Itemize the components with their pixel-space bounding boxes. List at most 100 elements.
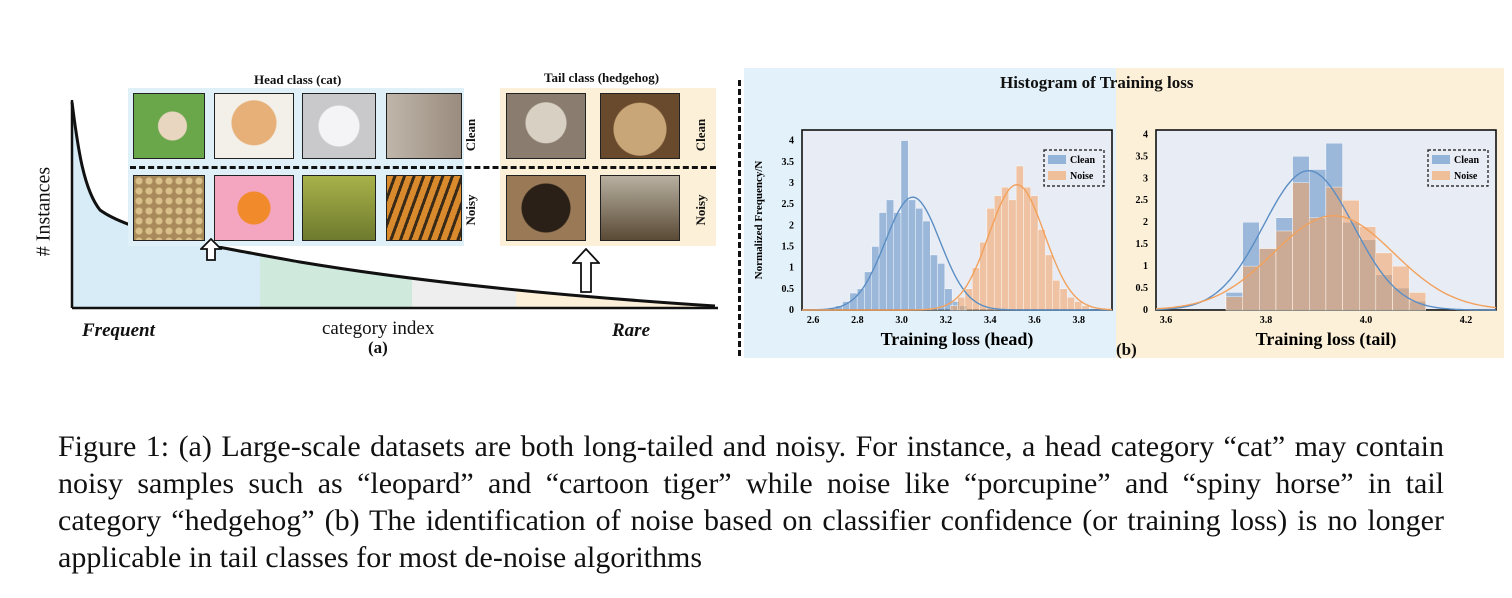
x-tick-label: 2.6 [807,315,820,326]
bar-clean [900,140,909,311]
y-tick-label: 2.5 [1136,195,1149,206]
tail-arrow-icon [572,248,600,293]
bar-clean [930,254,938,311]
thumb-cat-face [214,93,294,159]
legend-label-clean: Clean [1454,155,1479,166]
thumb-tiger [386,175,462,241]
y-axis-label: # Instances [32,166,55,257]
curve-clean [802,196,1112,311]
x-tick-label: 3.0 [895,315,908,326]
x-label-frequent: Frequent [82,320,155,341]
head-noisy-label: Noisy [463,194,478,226]
thumb-spiny-horse [600,175,680,241]
head-arrow-icon [200,238,222,261]
bar-noise [1045,254,1053,311]
x-tick-label: 3.2 [940,315,953,326]
bar-noise [1375,252,1393,311]
y-tick-label: 1.5 [1136,239,1149,250]
x-tick-label: 3.4 [984,315,997,326]
curve-noise [1155,214,1497,310]
bar-clean [871,246,880,311]
bar-noise [1225,296,1243,311]
y-tick-label: 0.5 [782,284,795,295]
bar-clean [915,208,924,311]
y-tick-label: 3.5 [1136,151,1149,162]
curve-noise [802,183,1113,311]
panel-b-label: (b) [1116,340,1137,359]
tail-class-title: Tail class (hedgehog) [544,70,660,85]
curve-clean [1155,169,1496,311]
legend-label-clean: Clean [1070,155,1095,166]
y-tick-label: 2 [789,220,794,231]
x-axis-label: Training loss (tail) [1256,329,1397,350]
bar-noise [1001,186,1010,311]
y-tick-label: 0 [1143,305,1148,316]
y-tick-label: 2.5 [782,199,795,210]
y-tick-label: 0 [789,305,794,316]
panel-divider [738,80,741,356]
legend-swatch-clean [1048,155,1066,164]
legend-box [1427,149,1489,187]
x-tick-label: 4.2 [1460,315,1473,326]
x-tick-label: 3.8 [1260,315,1273,326]
bar-noise [1359,226,1377,311]
thumb-porcupine [506,175,586,241]
x-tick-label: 3.6 [1160,315,1173,326]
x-label-category-index: category index [322,318,435,339]
legend-swatch-noise [1432,171,1450,180]
panel-a-label: (a) [368,338,388,357]
histogram-head: 0 0.5 1 1.5 2 2.5 3 3.5 4 2.6 2.8 3.0 3.2 3.4 3.6 3.8 Tr… [753,129,1113,350]
y-tick-label: 1 [1143,261,1148,272]
y-axis-label: Normalized Frequency/N [753,161,765,280]
x-axis-label: Training loss (head) [881,329,1034,350]
x-label-rare: Rare [612,320,650,341]
panel-b: Histogram of Training loss (b) 0 0.5 1 1.5 2… [744,68,1504,359]
bar-noise [1067,297,1075,311]
y-tick-label: 0.5 [1136,283,1149,294]
head-clean-label: Clean [463,118,478,152]
bar-noise [1074,301,1083,311]
bar-clean [893,212,902,311]
thumb-hedgehog-in-cup [506,93,586,159]
head-class-title: Head class (cat) [254,72,342,87]
x-tick-label: 3.8 [1073,315,1086,326]
histogram-title: Histogram of Training loss [1000,73,1194,92]
figure-caption: Figure 1: (a) Large-scale datasets are b… [58,430,1444,574]
bar-noise [1325,186,1343,311]
bar-noise [1342,200,1360,311]
bar-noise [993,195,1002,311]
y-tick-label: 3 [789,178,794,189]
thumb-leopard [133,175,205,241]
bar-clean [886,199,894,311]
tail-noisy-label: Noisy [693,194,708,226]
x-tick-label: 2.8 [851,315,864,326]
y-tick-label: 1 [789,263,794,274]
y-tick-label: 4 [789,136,794,147]
bar-noise [1052,280,1061,311]
bar-noise [1392,265,1410,311]
bar-clean [864,271,872,311]
clean-noisy-divider [130,166,716,169]
thumb-cat-with-glasses [386,93,462,159]
bar-noise [1309,217,1327,311]
histogram-tail: 0 0.5 1 1.5 2 2.5 3 3.5 4 3.6 3.8 4.0 4.2 Training lo… [1136,129,1497,350]
legend-label-noise: Noise [1454,171,1478,182]
thumb-leopard-in-grass [302,175,376,241]
thumb-kitten-on-grass [133,93,205,159]
histogram-charts: 0 0.5 1 1.5 2 2.5 3 3.5 4 2.6 2.8 3.0 3.2 3.4 3.6 3.8 Tr… [753,129,1497,350]
bar-clean [878,212,887,311]
thumb-cartoon-tiger [214,175,294,241]
bar-clean [937,263,946,311]
thumb-hedgehog-close [600,93,680,159]
legend-swatch-noise [1048,171,1066,180]
x-tick-label: 3.6 [1028,315,1041,326]
y-tick-label: 1.5 [782,241,795,252]
bar-noise [1008,199,1017,311]
bar-noise [950,305,958,311]
bar-clean [944,288,953,311]
bar-clean [922,220,931,311]
legend-swatch-clean [1432,155,1450,164]
y-tick-label: 4 [1143,129,1148,140]
panel-a: # Instances Frequent category index (a) … [0,0,730,380]
bar-noise [1037,229,1046,311]
